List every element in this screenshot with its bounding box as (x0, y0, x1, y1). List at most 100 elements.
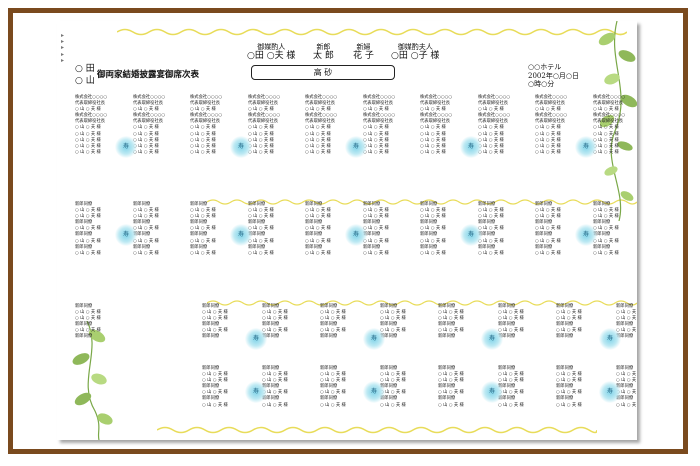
guest-line: ○ 山 ○ 夫 様 (535, 208, 561, 214)
guest-line: 新郎同僚 (75, 202, 93, 207)
guest-list: 新郎同僚○ 山 ○ 夫 様○ 山 ○ 夫 様新郎同僚○ 山 ○ 夫 様新郎同僚 (262, 304, 288, 341)
guest-line: 代表取締役社長 (305, 101, 336, 107)
guest-line: 新郎同僚 (305, 220, 323, 226)
guest-line: 新郎同僚 (320, 384, 338, 390)
matchmaker-header: 御媒酌人 ○田 ○夫 様 (247, 43, 295, 61)
guest-line: ○ 山 ○ 夫 様 (305, 250, 331, 256)
guest-line: ○ 山 ○ 夫 様 (438, 310, 464, 316)
guest-line: ○ 山 ○ 夫 様 (75, 107, 101, 113)
guest-line: 株式会社○○○○ (420, 95, 453, 100)
guest-line: 新郎同僚 (363, 244, 381, 250)
guest-line: ○ 山 ○ 夫 様 (478, 250, 504, 256)
guest-line: 代表取締役社長 (363, 101, 394, 107)
guest-line: 新郎同僚 (202, 366, 220, 371)
guest-line: 新郎同僚 (202, 322, 220, 328)
guest-line: ○ 山 ○ 夫 様 (420, 143, 446, 149)
guest-list: 新郎同僚○ 山 ○ 夫 様○ 山 ○ 夫 様新郎同僚○ 山 ○ 夫 様新郎同僚○… (262, 366, 288, 409)
guest-line: ○ 山 ○ 夫 様 (593, 137, 619, 143)
guest-table-marker: 寿 (115, 136, 137, 158)
guest-table-marker: 寿 (363, 328, 385, 350)
guest-table-marker: 寿 (599, 381, 621, 403)
guest-line: 新郎同僚 (498, 384, 516, 390)
guest-line: ○ 山 ○ 夫 様 (420, 208, 446, 214)
guest-line: ○ 山 ○ 夫 様 (498, 316, 524, 322)
guest-line: ○ 山 ○ 夫 様 (438, 316, 464, 322)
guest-line: ○ 山 ○ 夫 様 (593, 226, 619, 232)
guest-table-marker: 寿 (345, 136, 367, 158)
guest-line: ○ 山 ○ 夫 様 (420, 149, 446, 155)
ivy-bottom-left-decoration (72, 321, 113, 440)
guest-line: 株式会社○○○○ (305, 113, 338, 119)
guest-line: ○ 山 ○ 夫 様 (248, 208, 274, 214)
guest-list: 新郎同僚○ 山 ○ 夫 様○ 山 ○ 夫 様新郎同僚○ 山 ○ 夫 様新郎同僚○… (248, 202, 274, 257)
guest-line: ○ 山 ○ 夫 様 (133, 250, 159, 256)
guest-line: ○ 山 ○ 夫 様 (248, 107, 274, 113)
guest-line: ○ 山 ○ 夫 様 (380, 316, 406, 322)
guest-line: ○ 山 ○ 夫 様 (248, 125, 274, 131)
guest-line: 株式会社○○○○ (593, 95, 626, 100)
guest-line: ○ 山 ○ 夫 様 (320, 372, 346, 378)
guest-line: 新郎同僚 (262, 396, 280, 402)
guest-line: ○ 山 ○ 夫 様 (202, 390, 228, 396)
guest-line: ○ 山 ○ 夫 様 (75, 328, 101, 334)
guest-line: 新郎同僚 (535, 220, 553, 226)
venue-info: ○○ホテル 2002年○月○日 ○時○分 (528, 63, 579, 89)
guest-line: ○ 山 ○ 夫 様 (190, 238, 216, 244)
guest-line: ○ 山 ○ 夫 様 (535, 137, 561, 143)
guest-line: 代表取締役社長 (248, 119, 279, 125)
guest-line: ○ 山 ○ 夫 様 (320, 390, 346, 396)
guest-line: ○ 山 ○ 夫 様 (75, 149, 101, 155)
guest-line: 新郎同僚 (75, 232, 93, 238)
guest-line: 新郎同僚 (75, 322, 93, 328)
guest-line: 株式会社○○○○ (420, 113, 453, 119)
groom-header: 新郎 太 郎 (313, 43, 334, 61)
groom-label: 新郎 (316, 43, 331, 51)
guest-line: 株式会社○○○○ (535, 95, 568, 100)
guest-line: 新郎同僚 (202, 384, 220, 390)
guest-line: ○ 山 ○ 夫 様 (535, 125, 561, 131)
guest-line: ○ 山 ○ 夫 様 (202, 402, 228, 408)
guest-line: ○ 山 ○ 夫 様 (133, 131, 159, 137)
guest-line: ○ 山 ○ 夫 様 (262, 328, 288, 334)
guest-line: ○ 山 ○ 夫 様 (202, 328, 228, 334)
guest-line: ○ 山 ○ 夫 様 (420, 214, 446, 220)
guest-line: ○ 山 ○ 夫 様 (498, 402, 524, 408)
guest-line: 新郎同僚 (202, 304, 220, 309)
matchmaker-label: 御媒酌人 (257, 43, 286, 51)
guest-line: 代表取締役社長 (75, 101, 106, 107)
guest-list: 新郎同僚○ 山 ○ 夫 様○ 山 ○ 夫 様新郎同僚○ 山 ○ 夫 様新郎同僚○… (320, 366, 346, 409)
guest-line: ○ 山 ○ 夫 様 (420, 107, 446, 113)
upper-divider-scroll (207, 198, 637, 208)
guest-line: 新郎同僚 (305, 202, 323, 207)
guest-line: ○ 山 ○ 夫 様 (478, 238, 504, 244)
guest-line: ○ 山 ○ 夫 様 (190, 149, 216, 155)
guest-line: ○ 山 ○ 夫 様 (248, 214, 274, 220)
guest-line: ○ 山 ○ 夫 様 (248, 238, 274, 244)
guest-line: 株式会社○○○○ (190, 113, 223, 119)
guest-line: ○ 山 ○ 夫 様 (202, 310, 228, 316)
guest-line: 新郎同僚 (133, 244, 151, 250)
guest-line: 代表取締役社長 (133, 101, 164, 107)
guest-line: ○ 山 ○ 夫 様 (380, 310, 406, 316)
guest-line: 代表取締役社長 (190, 101, 221, 107)
guest-line: ○ 山 ○ 夫 様 (320, 402, 346, 408)
family-name-2: ○ 山 (75, 76, 95, 86)
guest-line: 代表取締役社長 (420, 101, 451, 107)
guest-line: ○ 山 ○ 夫 様 (320, 316, 346, 322)
guest-line: ○ 山 ○ 夫 様 (75, 310, 101, 316)
guest-line: 新郎同僚 (438, 396, 456, 402)
guest-line: ○ 山 ○ 夫 様 (498, 310, 524, 316)
guest-line: 代表取締役社長 (593, 101, 624, 107)
guest-line: 新郎同僚 (420, 244, 438, 250)
guest-line: 新郎同僚 (190, 220, 208, 226)
guest-list: 新郎同僚○ 山 ○ 夫 様○ 山 ○ 夫 様新郎同僚○ 山 ○ 夫 様新郎同僚○… (380, 366, 406, 409)
guest-line: 新郎同僚 (190, 202, 208, 207)
guest-list: 新郎同僚○ 山 ○ 夫 様○ 山 ○ 夫 様新郎同僚○ 山 ○ 夫 様新郎同僚 (202, 304, 228, 341)
guest-table-marker: 寿 (230, 224, 252, 246)
guest-line: 代表取締役社長 (190, 119, 221, 125)
guest-line: 新郎同僚 (420, 220, 438, 226)
guest-line: ○ 山 ○ 夫 様 (190, 250, 216, 256)
guest-table-marker: 寿 (575, 224, 597, 246)
guest-line: 新郎同僚 (133, 232, 151, 238)
